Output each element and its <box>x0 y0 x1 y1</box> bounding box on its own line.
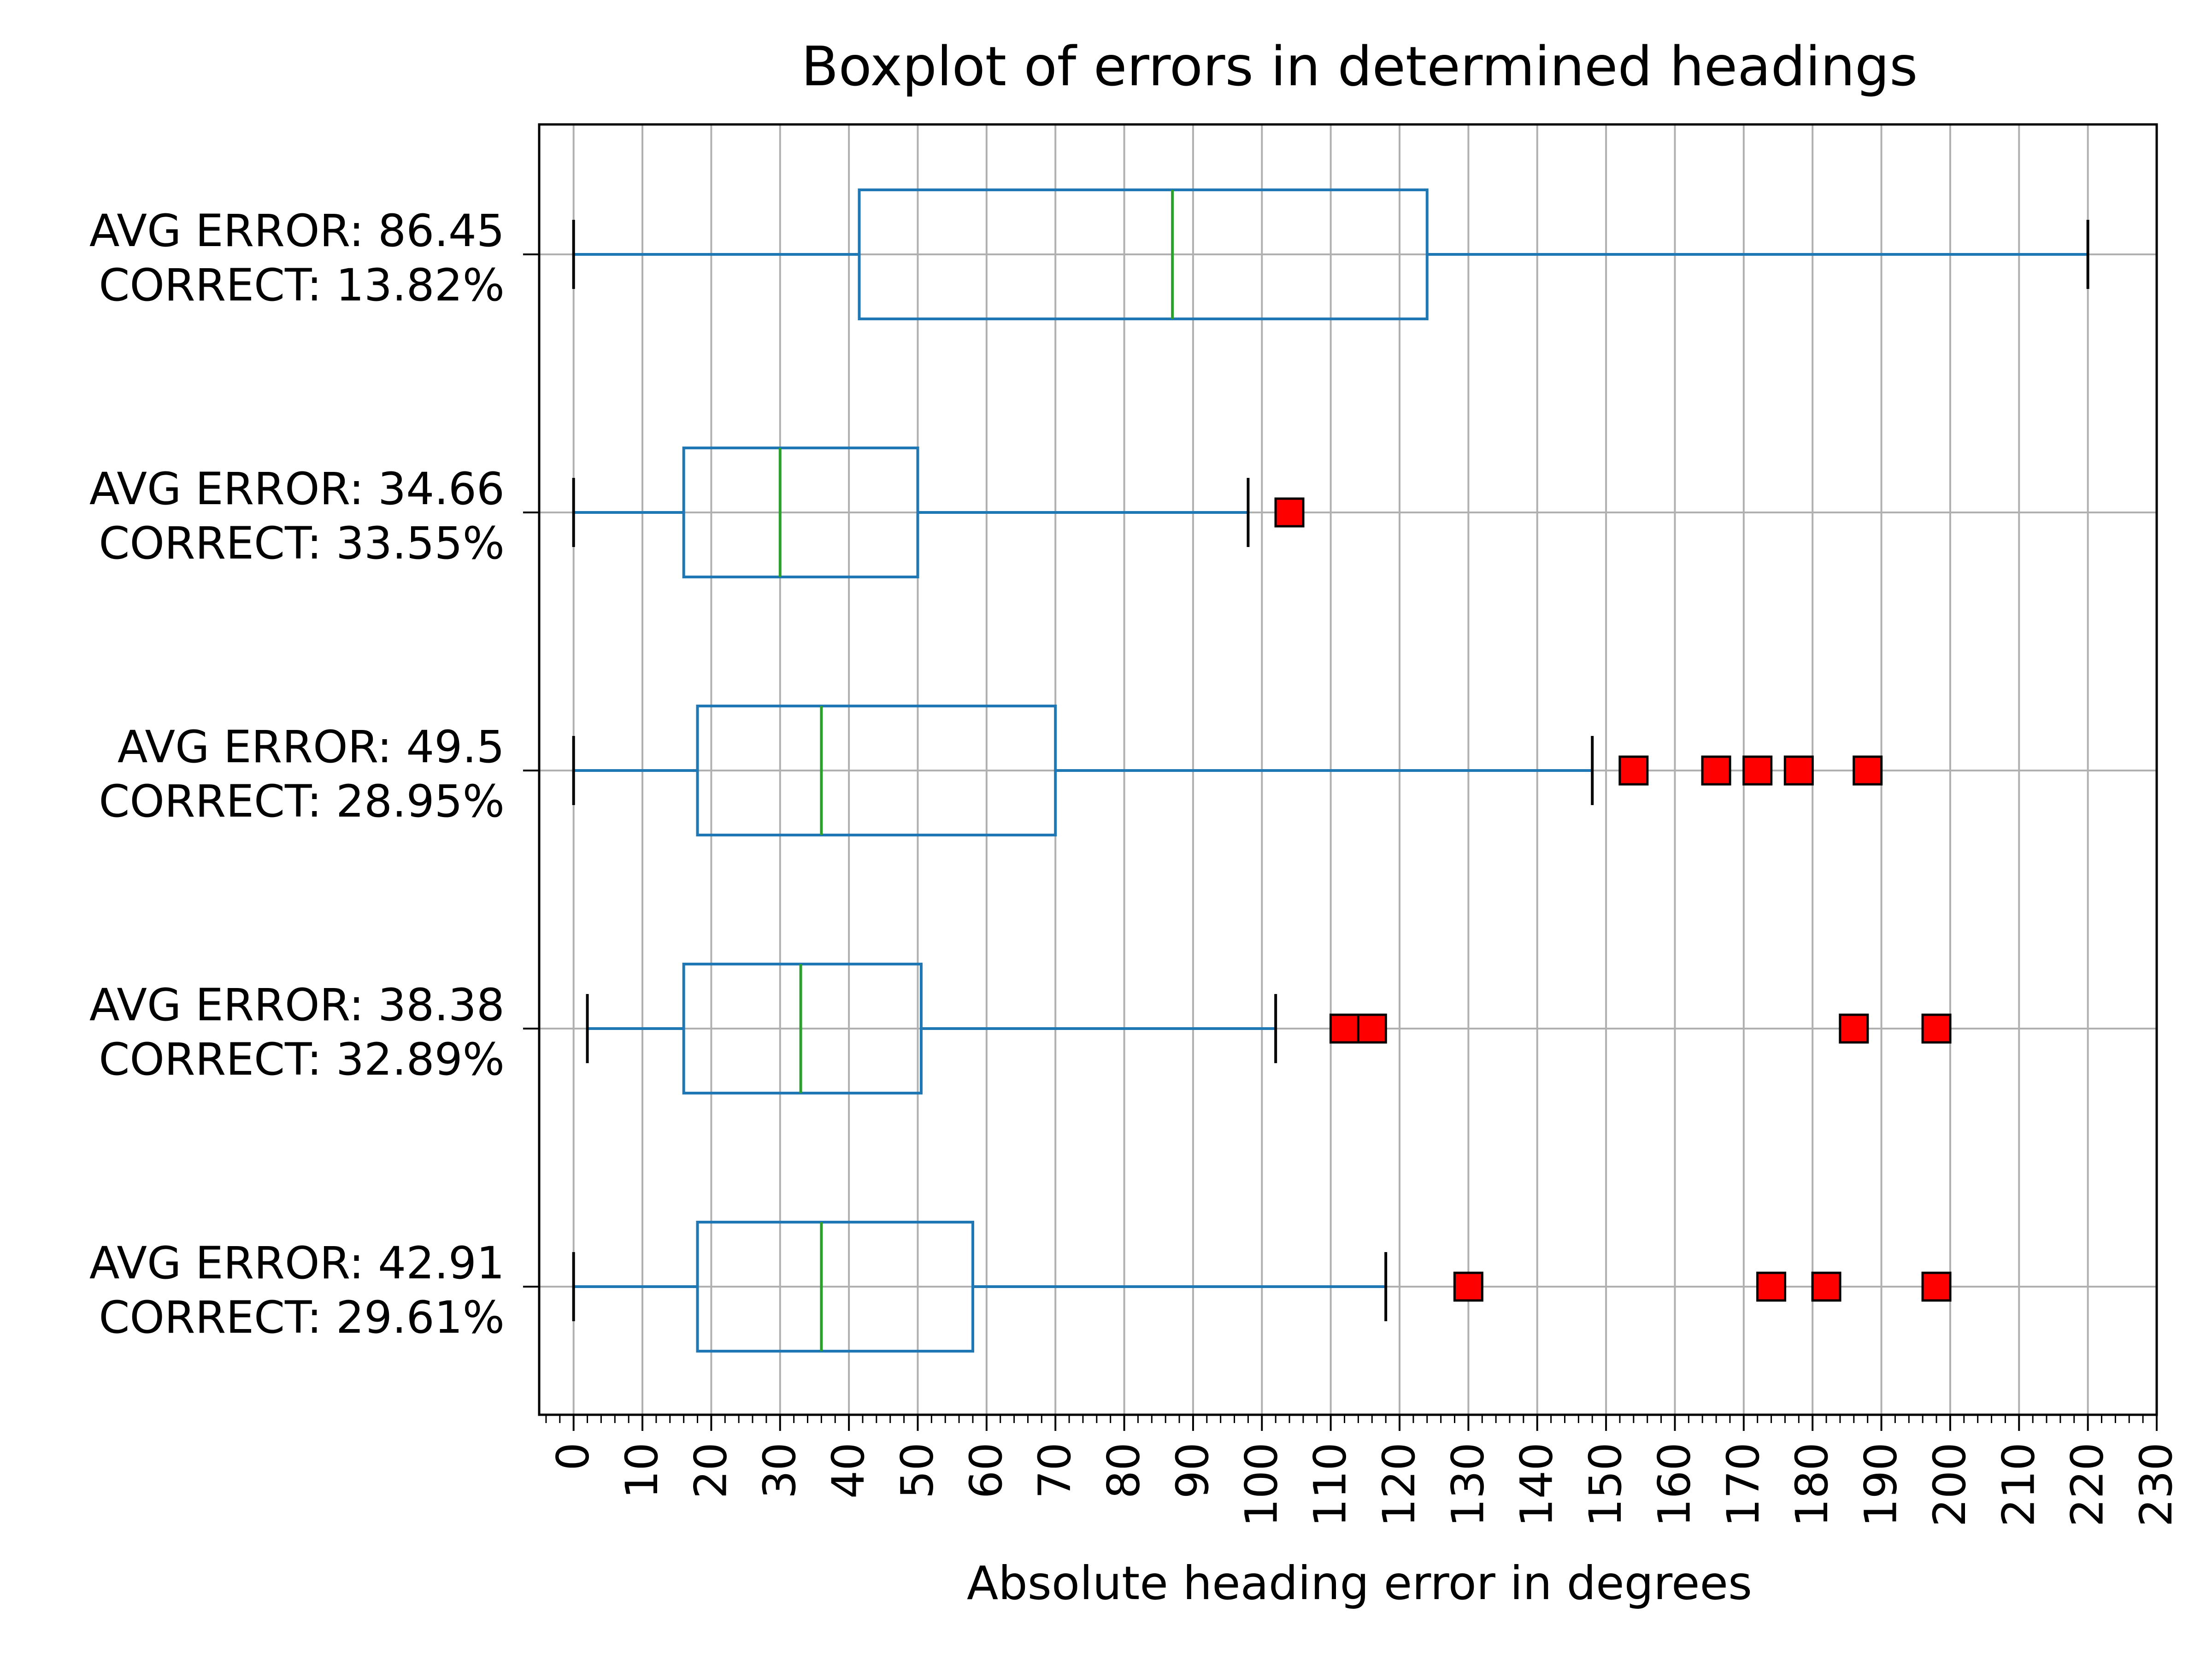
y-tick-label-line2: CORRECT: 13.82% <box>99 259 505 311</box>
box-iqr <box>696 1221 974 1353</box>
outlier-marker <box>1453 1271 1483 1302</box>
x-tick-label: 40 <box>823 1442 874 1499</box>
outlier-marker <box>1811 1271 1841 1302</box>
y-tick-label-line1: AVG ERROR: 49.5 <box>118 721 505 773</box>
x-tick-label: 100 <box>1235 1442 1287 1527</box>
x-tick-label: 0 <box>547 1442 599 1471</box>
outlier-marker <box>1756 1271 1787 1302</box>
x-tick-label: 200 <box>1924 1442 1976 1527</box>
box-iqr <box>682 963 923 1094</box>
x-tick-label: 60 <box>960 1442 1012 1499</box>
x-tick-label: 120 <box>1373 1442 1425 1527</box>
x-tick-label: 50 <box>891 1442 943 1499</box>
y-tick-label-line2: CORRECT: 29.61% <box>99 1292 505 1343</box>
y-tick-label-line1: AVG ERROR: 38.38 <box>89 979 505 1031</box>
x-tick-label: 130 <box>1442 1442 1494 1527</box>
outlier-marker <box>1921 1013 1952 1044</box>
outlier-marker <box>1701 755 1731 786</box>
x-tick-label: 170 <box>1718 1442 1769 1527</box>
box-iqr <box>696 705 1057 836</box>
outlier-marker <box>1330 1013 1360 1044</box>
x-tick-label: 20 <box>685 1442 736 1499</box>
x-tick-label: 150 <box>1580 1442 1631 1527</box>
outlier-marker <box>1357 1013 1387 1044</box>
outlier-marker <box>1853 755 1883 786</box>
x-tick-label: 110 <box>1305 1442 1356 1527</box>
x-tick-label: 180 <box>1786 1442 1838 1527</box>
outlier-marker <box>1921 1271 1952 1302</box>
y-tick-label-line1: AVG ERROR: 86.45 <box>89 205 505 257</box>
chart-title: Boxplot of errors in determined headings <box>801 35 1918 98</box>
y-tick-label-line2: CORRECT: 33.55% <box>99 518 505 569</box>
box-iqr <box>858 188 1429 320</box>
plot-frame <box>538 123 2158 1416</box>
x-tick-label: 140 <box>1511 1442 1563 1527</box>
outlier-marker <box>1618 755 1649 786</box>
x-tick-label: 90 <box>1167 1442 1218 1499</box>
x-tick-label: 220 <box>2062 1442 2113 1527</box>
x-tick-label: 70 <box>1029 1442 1081 1499</box>
x-tick-label: 80 <box>1098 1442 1150 1499</box>
outlier-marker <box>1839 1013 1869 1044</box>
x-tick-label: 30 <box>754 1442 806 1499</box>
y-tick-label-line2: CORRECT: 28.95% <box>99 776 505 827</box>
box-layer <box>572 188 2089 1353</box>
y-tick-label-line2: CORRECT: 32.89% <box>99 1034 505 1085</box>
x-tick-label: 190 <box>1855 1442 1907 1527</box>
x-tick-label: 210 <box>1993 1442 2044 1527</box>
x-tick-label: 10 <box>616 1442 668 1499</box>
x-tick-label: 160 <box>1648 1442 1700 1527</box>
box-iqr <box>682 447 919 578</box>
outlier-marker <box>1783 755 1814 786</box>
outlier-marker <box>1274 497 1305 528</box>
y-tick-label-line1: AVG ERROR: 34.66 <box>89 463 505 515</box>
outlier-marker <box>1742 755 1773 786</box>
x-tick-label: 230 <box>2130 1442 2182 1527</box>
y-tick-label-line1: AVG ERROR: 42.91 <box>89 1237 505 1289</box>
x-axis-label: Absolute heading error in degrees <box>967 1556 1752 1610</box>
